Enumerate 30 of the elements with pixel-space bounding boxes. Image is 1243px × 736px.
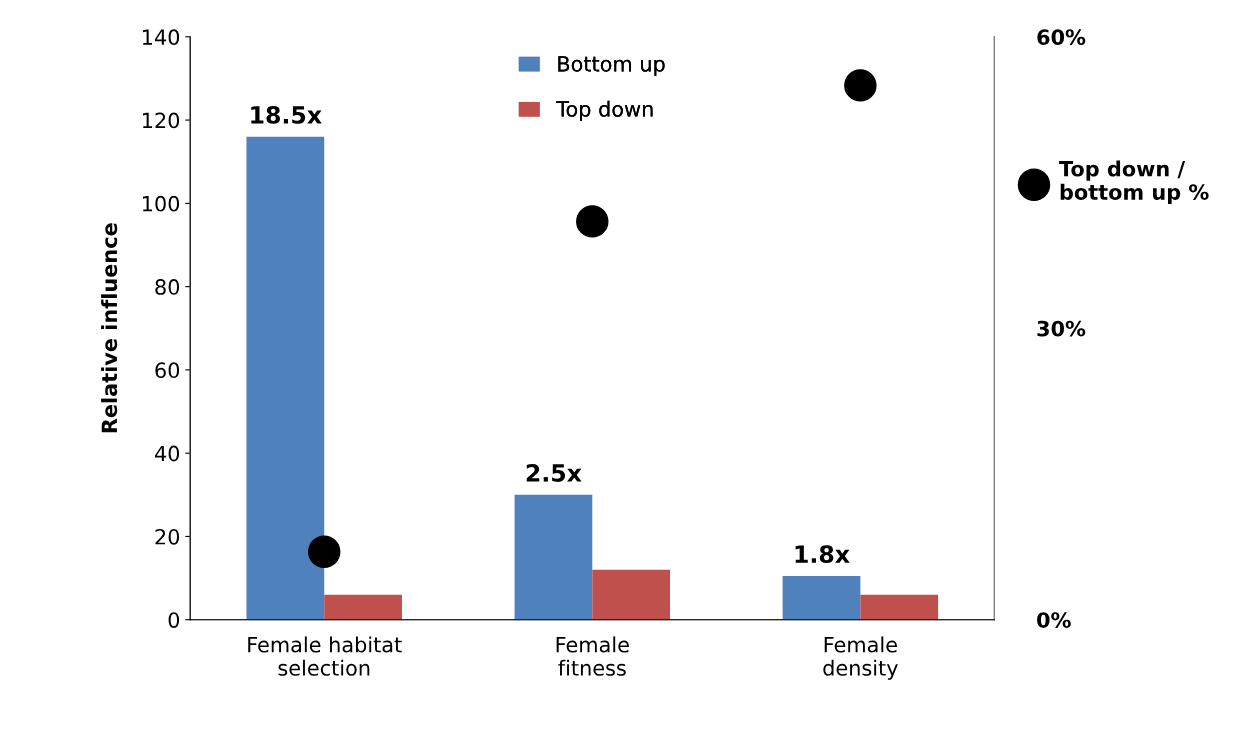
bar (324, 594, 402, 620)
y-tick-label: 20 (155, 528, 180, 545)
y2-tick-label: 30% (1037, 320, 1086, 337)
x-tick-label: Female habitat selection (248, 636, 402, 676)
bar (782, 575, 861, 620)
y-tick-label: 100 (142, 195, 180, 212)
point (307, 535, 341, 568)
y-axis-title: Relative influence (101, 223, 118, 433)
x-tick-label: Female fitness (556, 636, 629, 676)
legend-label: Bottom up (558, 56, 665, 76)
bar (860, 594, 939, 620)
legend-label: Top down / bottom up % (1059, 160, 1209, 204)
y-tick-label: 0 (168, 612, 180, 628)
point (844, 69, 877, 102)
y-tick-label: 140 (142, 29, 180, 46)
x-tick-label: Female density (823, 636, 898, 680)
point (576, 205, 609, 238)
bar (592, 569, 671, 620)
annotation: 1.8x (795, 545, 850, 564)
y2-tick-label: 0% (1037, 612, 1071, 628)
y2-tick-label: 60% (1037, 29, 1086, 46)
y-tick-label: 80 (155, 279, 180, 295)
annotation: 18.5x (251, 105, 322, 124)
y-tick-label: 120 (142, 112, 180, 129)
bar (246, 136, 325, 620)
y-tick-label: 60 (155, 362, 180, 379)
y-tick-label: 40 (154, 445, 180, 462)
bar (514, 494, 593, 620)
legend-label: Top down (556, 100, 653, 121)
annotation: 2.5x (526, 464, 582, 482)
